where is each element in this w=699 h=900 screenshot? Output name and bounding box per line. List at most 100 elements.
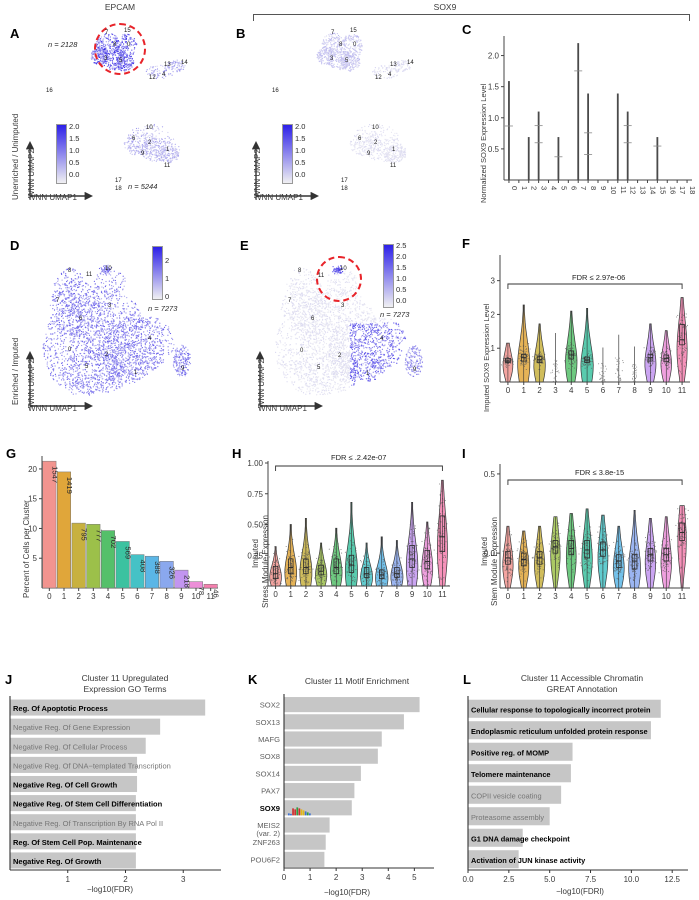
panel-k-letter: K (248, 672, 258, 687)
panel-a-n-top: n = 2128 (48, 40, 78, 49)
cluster-label: 12 (149, 75, 156, 81)
panel-e: E 8 11 10 7 3 6 4 0 2 5 1 9 2.5 2.0 1.5 … (228, 228, 460, 428)
cluster-label: 3 (341, 303, 345, 309)
panel-e-letter: E (240, 238, 249, 253)
panel-a: A n = 2128 n = 5244 7 15 8 0 3 5 13 14 1… (0, 18, 225, 218)
svg-text:16: 16 (668, 186, 677, 194)
cluster-label: 4 (162, 72, 166, 78)
cluster-label: 9 (367, 151, 371, 157)
cluster-label: 4 (148, 336, 152, 342)
panel-j-title-1: Cluster 11 Upregulated (81, 673, 169, 683)
cluster-label: 7 (105, 30, 109, 36)
cluster-label: 17 (115, 178, 122, 184)
cluster-label: 10 (340, 266, 347, 272)
cluster-label: 9 (141, 151, 145, 157)
panel-b-xlabel: WNN UMAP1 (254, 193, 303, 202)
panel-g-letter: G (6, 446, 17, 461)
panel-e-xlabel: WNN UMAP1 (258, 404, 307, 413)
cluster-label: 8 (298, 268, 302, 274)
cluster-label: 9 (181, 366, 185, 372)
panel-b-ylabel: WNN UMAP2 (253, 149, 262, 198)
panel-a-xlabel: WNN UMAP1 (28, 193, 77, 202)
cluster-label: 8 (113, 42, 117, 48)
panel-b-umap-scatter (316, 32, 411, 164)
cluster-label: 10 (146, 125, 153, 131)
panel-h-annotation: FDR ≤ .2.42e-07 (331, 453, 387, 462)
panel-c-letter: C (462, 22, 472, 37)
cluster-label: 5 (345, 58, 349, 64)
cluster-label: 7 (56, 298, 60, 304)
cluster-label: 9 (413, 367, 417, 373)
cluster-label: 6 (79, 316, 83, 322)
panel-k-xlabel: −log10(FDR) (323, 888, 370, 897)
cluster-label: 10 (372, 125, 379, 131)
cluster-label: 0 (300, 348, 304, 354)
cluster-label: 5 (85, 364, 89, 370)
svg-text:1: 1 (520, 186, 529, 190)
panel-d: D 8 11 10 7 3 6 4 0 2 5 1 9 2 1 0 n = 72… (0, 228, 228, 428)
panel-l-title-2: GREAT Annotation (546, 684, 618, 694)
panel-a-ylabel: WNN UMAP2 (27, 149, 36, 198)
cluster-label: 3 (104, 56, 108, 62)
cluster-label: 4 (380, 336, 384, 342)
cluster-label: 1 (366, 371, 370, 377)
cluster-label: 18 (341, 186, 348, 192)
panel-b-umap-axes (251, 141, 319, 201)
panel-l-xlabel: −log10(FDRl) (556, 887, 604, 896)
panel-k-title: Cluster 11 Motif Enrichment (304, 676, 410, 686)
panel-f-annotation: FDR ≤ 2.97e-06 (572, 273, 626, 282)
panel-j-letter: J (5, 672, 13, 687)
panel-k-motif-bars: SOX2SOX13MAFGSOX8SOX14PAX7SOX9MEIS2(var.… (250, 694, 434, 882)
panel-h: H Imputed Stress Module Expression 0.25 0… (228, 438, 460, 633)
svg-text:10: 10 (609, 186, 618, 194)
cluster-label: 3 (108, 303, 112, 309)
svg-text:6: 6 (569, 186, 578, 190)
panel-j: J Cluster 11 Upregulated Expression GO T… (0, 648, 232, 900)
svg-text:2.0: 2.0 (488, 52, 500, 61)
panel-a-letter: A (10, 26, 20, 41)
cluster-label: 0 (353, 42, 357, 48)
cluster-label: 18 (115, 186, 122, 192)
cluster-label: 13 (390, 62, 397, 68)
panel-d-ylabel: WNN UMAP2 (27, 359, 36, 408)
panel-i: I Imputed Stem Module Expression 0.0 0.5 0… (460, 438, 699, 633)
svg-text:8: 8 (589, 186, 598, 190)
column-title-epcam: EPCAM (104, 2, 136, 12)
cluster-label: 16 (46, 88, 53, 94)
panel-f-letter: F (462, 236, 470, 251)
cluster-label: 0 (127, 42, 131, 48)
cluster-label: 11 (390, 163, 397, 169)
cluster-label: 14 (407, 60, 414, 66)
cluster-label: 2 (374, 140, 378, 146)
panel-i-annotation: FDR ≤ 3.8e-15 (575, 468, 625, 477)
cluster-label: 5 (119, 58, 123, 64)
panel-d-colorbar (152, 246, 163, 300)
svg-text:3: 3 (540, 186, 549, 190)
svg-text:11: 11 (619, 186, 628, 194)
cluster-label: 8 (339, 42, 343, 48)
cluster-label: 8 (68, 268, 72, 274)
svg-text:7: 7 (579, 186, 588, 190)
svg-text:18: 18 (688, 186, 697, 194)
panel-e-highlight-circle (316, 256, 362, 302)
panel-g: G Percent of Cells per Cluster 5 10 15 20 15… (0, 438, 228, 633)
cluster-label: 1 (134, 370, 138, 376)
panel-e-n-label: n = 7273 (380, 310, 410, 319)
panel-k: K Cluster 11 Motif Enrichment SOX2 SOX13 M… (232, 648, 460, 900)
cluster-label: 2 (148, 140, 152, 146)
panel-b-letter: B (236, 26, 246, 41)
cluster-label: 17 (341, 178, 348, 184)
svg-text:12: 12 (629, 186, 638, 194)
cluster-label: 0 (68, 347, 72, 353)
panel-a-umap-axes (25, 141, 93, 201)
svg-text:0: 0 (510, 186, 519, 190)
panel-c-bar-chart: 0.51.01.52.00 1 2 3 4 5 6 7 8 9 10 11 12 13 14 15 16 17 18 (488, 36, 697, 194)
cluster-label: 11 (164, 163, 171, 169)
cluster-label: 6 (311, 316, 315, 322)
svg-text:1.5: 1.5 (488, 83, 500, 92)
cluster-label: 15 (124, 28, 131, 34)
cluster-label: 15 (350, 28, 357, 34)
